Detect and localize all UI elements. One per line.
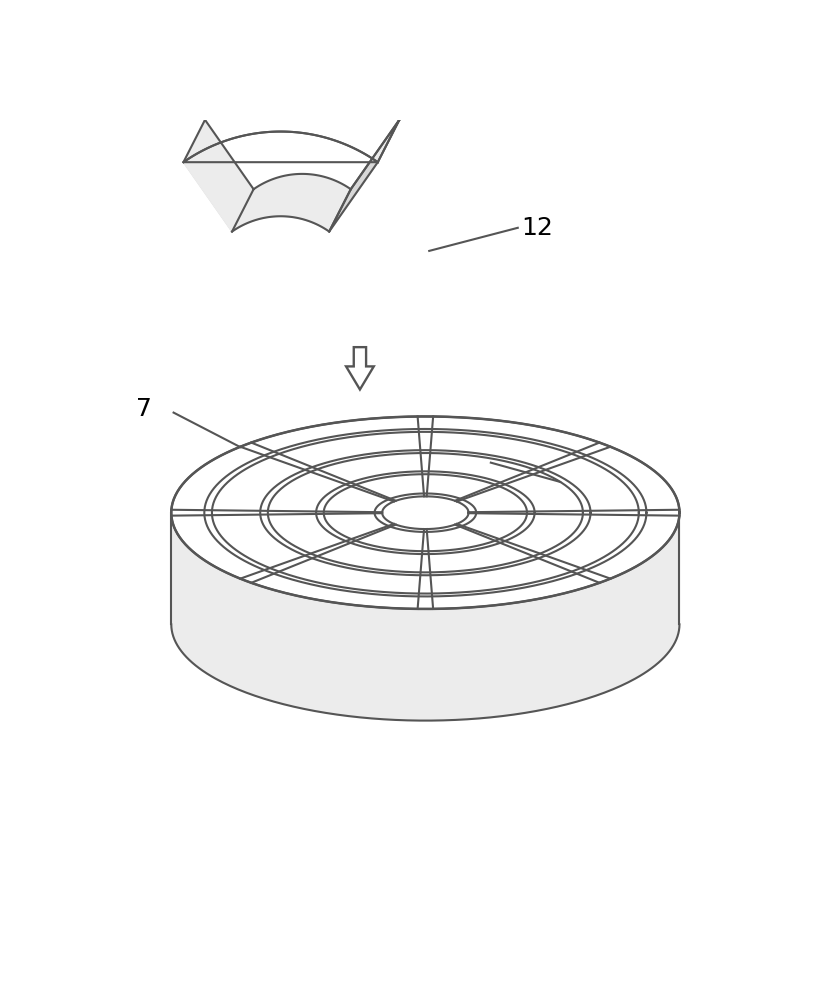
Polygon shape — [183, 89, 399, 162]
Polygon shape — [183, 120, 254, 232]
Text: 6: 6 — [564, 472, 580, 496]
Text: 7: 7 — [136, 397, 152, 421]
Polygon shape — [232, 174, 351, 232]
Polygon shape — [171, 513, 680, 721]
Polygon shape — [171, 416, 680, 609]
Polygon shape — [330, 120, 399, 232]
Polygon shape — [183, 132, 378, 232]
Polygon shape — [205, 89, 399, 189]
Polygon shape — [346, 347, 374, 389]
Text: 12: 12 — [521, 216, 554, 240]
